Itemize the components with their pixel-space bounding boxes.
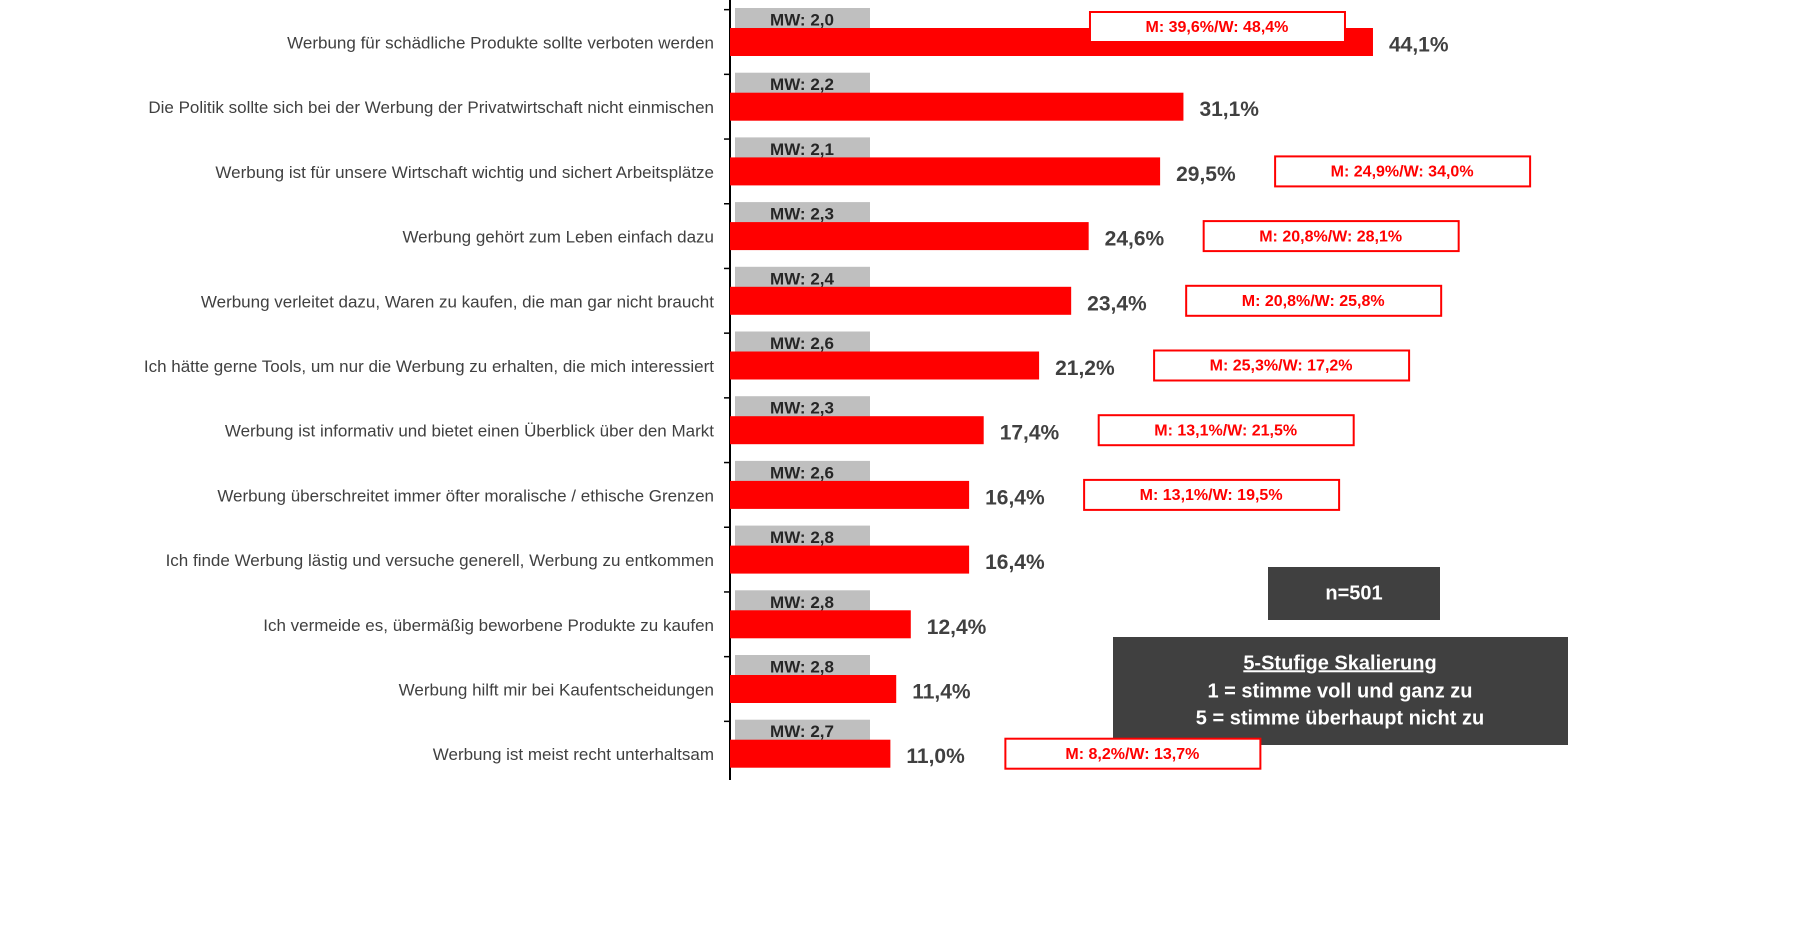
bar bbox=[730, 286, 1072, 315]
category-label: Werbung hilft mir bei Kaufentscheidungen bbox=[399, 680, 714, 699]
gender-label: M: 8,2%/W: 13,7% bbox=[1065, 746, 1199, 763]
value-label: 17,4% bbox=[1000, 422, 1060, 445]
mean-label: MW: 2,8 bbox=[770, 657, 834, 676]
value-label: 24,6% bbox=[1105, 228, 1165, 251]
category-label: Werbung für schädliche Produkte sollte v… bbox=[287, 33, 714, 52]
category-label: Ich finde Werbung lästig und versuche ge… bbox=[166, 551, 714, 570]
bar bbox=[730, 675, 897, 703]
category-label: Werbung ist meist recht unterhaltsam bbox=[433, 745, 714, 764]
value-label: 11,0% bbox=[906, 745, 965, 768]
bar bbox=[730, 739, 891, 768]
category-label: Werbung überschreitet immer öfter morali… bbox=[217, 486, 714, 505]
mean-label: MW: 2,6 bbox=[770, 463, 834, 482]
gender-box bbox=[1083, 478, 1341, 511]
mean-label: MW: 2,8 bbox=[770, 593, 834, 612]
scale-title: 5-Stufige Skalierung bbox=[1243, 652, 1436, 674]
mean-label: MW: 2,2 bbox=[770, 75, 834, 94]
category-label: Werbung verleitet dazu, Waren zu kaufen,… bbox=[201, 292, 714, 311]
gender-box bbox=[1097, 414, 1355, 447]
gender-label: M: 13,1%/W: 19,5% bbox=[1140, 487, 1283, 504]
mean-label: MW: 2,6 bbox=[770, 334, 834, 353]
mean-label: MW: 2,3 bbox=[770, 399, 834, 418]
mean-label: MW: 2,1 bbox=[770, 140, 834, 159]
bar bbox=[730, 416, 984, 445]
value-label: 23,4% bbox=[1087, 292, 1147, 315]
value-label: 31,1% bbox=[1199, 98, 1259, 121]
value-label: 16,4% bbox=[985, 486, 1045, 509]
gender-box bbox=[1088, 11, 1346, 43]
mean-label: MW: 2,4 bbox=[770, 269, 834, 288]
bar bbox=[730, 92, 1184, 121]
value-label: 16,4% bbox=[985, 551, 1045, 574]
mean-label: MW: 2,8 bbox=[770, 528, 834, 547]
sample-box bbox=[1268, 567, 1440, 620]
value-label: 11,4% bbox=[912, 681, 971, 704]
bar bbox=[730, 545, 970, 574]
category-label: Ich vermeide es, übermäßig beworbene Pro… bbox=[263, 616, 714, 635]
mean-label: MW: 2,0 bbox=[770, 10, 834, 29]
bar bbox=[730, 222, 1089, 251]
mean-label: MW: 2,7 bbox=[770, 722, 834, 741]
gender-box bbox=[1202, 220, 1460, 253]
value-label: 44,1% bbox=[1389, 34, 1449, 57]
bar bbox=[730, 157, 1161, 186]
gender-label: M: 39,6%/W: 48,4% bbox=[1146, 19, 1289, 36]
category-label: Ich hätte gerne Tools, um nur die Werbun… bbox=[144, 357, 714, 376]
gender-box bbox=[1004, 737, 1262, 770]
value-label: 12,4% bbox=[927, 616, 987, 639]
mean-label: MW: 2,3 bbox=[770, 205, 834, 224]
value-label: 29,5% bbox=[1176, 163, 1236, 186]
gender-label: M: 20,8%/W: 28,1% bbox=[1259, 228, 1402, 245]
category-label: Werbung gehört zum Leben einfach dazu bbox=[402, 228, 714, 247]
gender-box bbox=[1185, 284, 1443, 317]
gender-label: M: 24,9%/W: 34,0% bbox=[1331, 164, 1474, 181]
bar bbox=[730, 610, 911, 639]
scale-box bbox=[1113, 637, 1568, 745]
sample-note: n=501 bbox=[1325, 582, 1382, 604]
scale-line: 5 = stimme überhaupt nicht zu bbox=[1196, 707, 1484, 729]
category-label: Werbung ist informativ und bietet einen … bbox=[225, 422, 714, 441]
bar bbox=[730, 351, 1040, 380]
gender-label: M: 13,1%/W: 21,5% bbox=[1154, 422, 1297, 439]
gender-box bbox=[1153, 349, 1411, 382]
gender-label: M: 20,8%/W: 25,8% bbox=[1242, 293, 1385, 310]
category-label: Werbung ist für unsere Wirtschaft wichti… bbox=[215, 163, 714, 182]
value-label: 21,2% bbox=[1055, 357, 1115, 380]
category-label: Die Politik sollte sich bei der Werbung … bbox=[148, 98, 714, 117]
gender-box bbox=[1274, 155, 1532, 188]
scale-line: 1 = stimme voll und ganz zu bbox=[1207, 680, 1472, 702]
bar bbox=[730, 480, 970, 509]
gender-label: M: 25,3%/W: 17,2% bbox=[1210, 358, 1353, 375]
